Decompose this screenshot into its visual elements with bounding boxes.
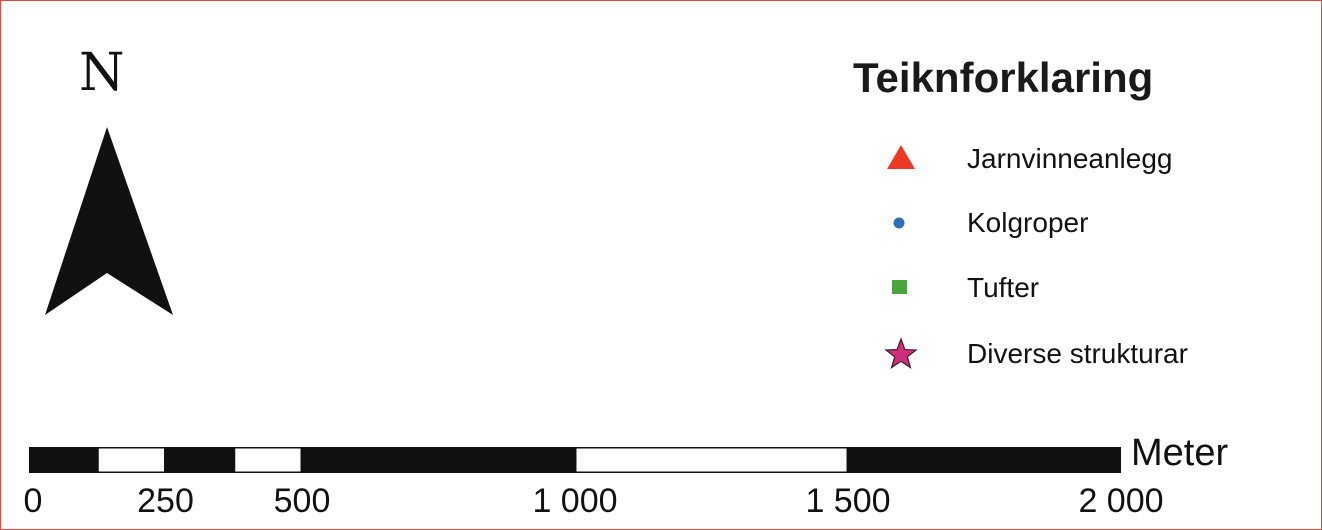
- scale-tick-label: 1 500: [805, 482, 891, 520]
- scale-unit-label: Meter: [1131, 432, 1229, 474]
- legend-label: Diverse strukturar: [967, 338, 1188, 369]
- red-triangle-icon: [887, 145, 915, 169]
- scale-segment: [164, 447, 236, 473]
- legend-title: Teiknforklaring: [853, 54, 1154, 101]
- legend-label: Tufter: [967, 272, 1040, 303]
- magenta-star-icon: [884, 337, 918, 370]
- scale-tick-label: 0: [23, 482, 43, 520]
- north-arrow-shape: [45, 127, 173, 315]
- north-label: N: [79, 43, 125, 103]
- north-arrow-icon: [45, 127, 173, 315]
- scale-segment: [232, 447, 304, 473]
- green-square-icon: [892, 280, 907, 294]
- scale-tick-label: 500: [273, 482, 331, 520]
- scale-bar: [29, 447, 1121, 473]
- legend-item-kolgroper: Kolgroper: [879, 203, 1279, 243]
- legend-item-diverse-strukturar: Diverse strukturar: [879, 334, 1279, 374]
- scale-segment: [300, 447, 577, 473]
- scale-tick-label: 1 000: [532, 482, 618, 520]
- blue-dot-icon: [893, 217, 905, 229]
- legend-label: Jarnvinneanlegg: [967, 143, 1173, 174]
- scale-tick-label: 2 000: [1078, 482, 1164, 520]
- legend-item-jarnvinneanlegg: Jarnvinneanlegg: [879, 139, 1279, 179]
- scale-segment: [29, 447, 99, 473]
- legend-label: Kolgroper: [967, 207, 1089, 238]
- scale-segment: [846, 447, 1121, 473]
- scale-segment: [95, 447, 167, 473]
- scale-tick-label: 250: [137, 482, 194, 520]
- legend-item-tufter: Tufter: [879, 268, 1279, 308]
- scale-segment: [573, 447, 850, 473]
